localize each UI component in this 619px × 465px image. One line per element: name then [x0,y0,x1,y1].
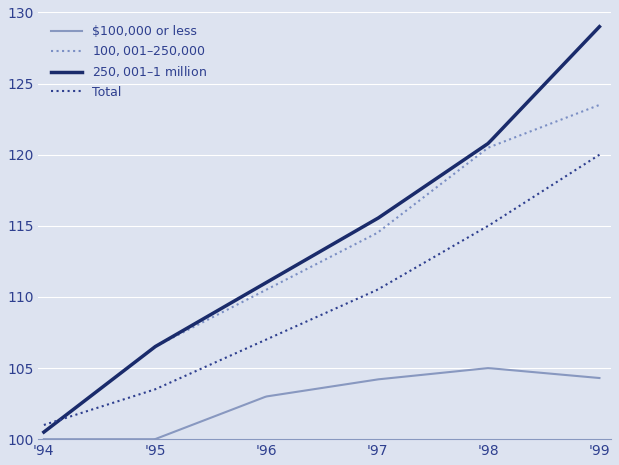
Total [543,185,551,191]
$250,001–$1 million [42,428,50,433]
Total [508,208,516,213]
$100,000 or less [484,365,491,371]
$250,001–$1 million [543,79,551,84]
$100,000 or less [545,371,553,376]
$100,000 or less [595,375,603,381]
$250,001–$1 million [40,429,48,435]
Line: $250,001–$1 million: $250,001–$1 million [44,27,599,432]
$250,001–$1 million [595,24,603,29]
$100,001–$250,000 [543,122,551,128]
$250,001–$1 million [371,218,378,223]
$100,001–$250,000 [508,136,516,141]
$100,001–$250,000 [380,225,387,231]
Total [380,283,387,289]
$100,000 or less [371,377,378,383]
$100,001–$250,000 [369,232,376,238]
$100,000 or less [42,437,50,442]
Total [371,288,378,294]
$100,000 or less [510,367,517,373]
Total [369,289,376,295]
$250,001–$1 million [369,219,376,224]
$100,001–$250,000 [595,102,603,108]
$100,001–$250,000 [40,429,48,435]
Line: $100,001–$250,000: $100,001–$250,000 [44,105,599,432]
$100,000 or less [369,377,376,383]
Total [40,422,48,428]
$100,000 or less [380,376,387,382]
Legend: $100,000 or less, $100,001–$250,000, $250,001–$1 million, Total: $100,000 or less, $100,001–$250,000, $25… [45,19,213,105]
$100,001–$250,000 [42,428,50,433]
Total [595,152,603,158]
Total [42,422,50,427]
$100,000 or less [40,437,48,442]
$100,001–$250,000 [371,232,378,237]
$250,001–$1 million [380,212,387,217]
Line: Total: Total [44,155,599,425]
$250,001–$1 million [508,116,516,121]
Line: $100,000 or less: $100,000 or less [44,368,599,439]
